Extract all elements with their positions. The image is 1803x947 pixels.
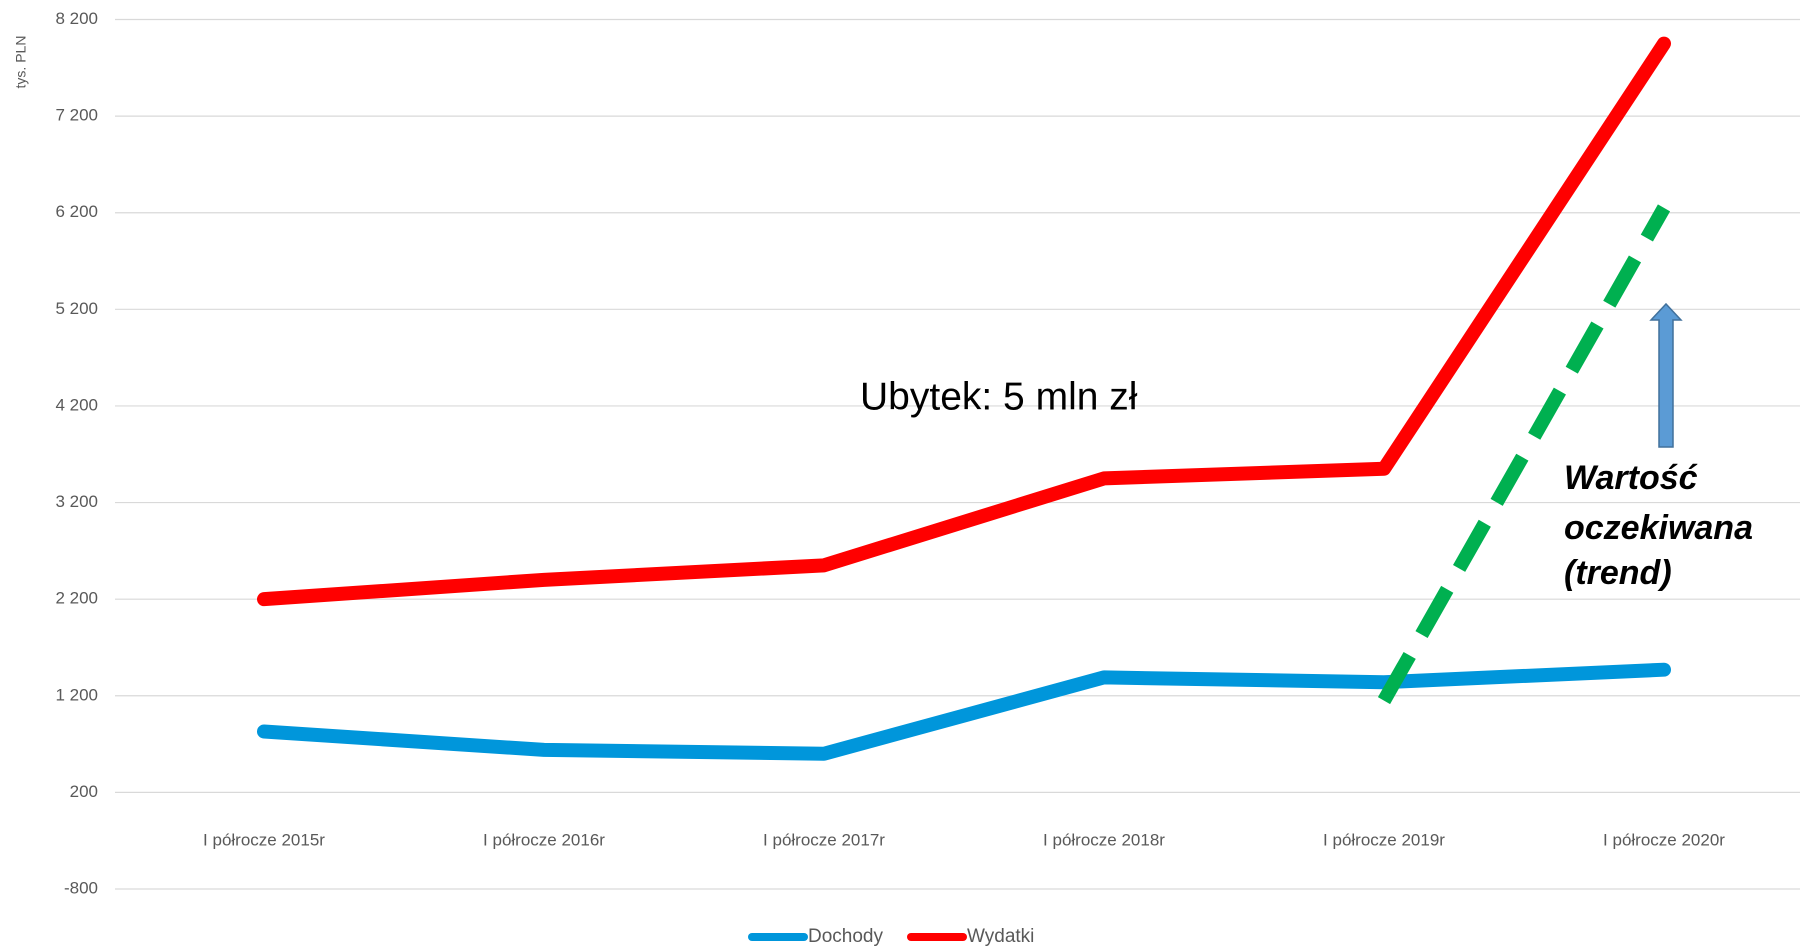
x-tick-label: I półrocze 2019r — [1323, 830, 1445, 849]
arrow — [1649, 302, 1683, 448]
trend-label-line: Wartość — [1564, 459, 1698, 497]
y-axis-label: tys. PLN — [13, 36, 29, 89]
line — [257, 36, 1671, 607]
legend: Dochody Wydatki — [748, 926, 1034, 947]
legend-label: Dochody — [808, 926, 883, 947]
plot: -800 200 1 200 2 200 3 200 4 200 5 200 6 200 7 2… — [55, 9, 1800, 897]
trend-label-line: (trend) — [1564, 554, 1672, 592]
legend-label: Wydatki — [967, 926, 1034, 947]
x-tick-label: I półrocze 2017r — [763, 830, 885, 849]
y-tick-label: -800 — [64, 878, 98, 897]
trend-label: Wartość oczekiwana (trend) — [1564, 459, 1753, 592]
y-tick-label: 200 — [70, 782, 98, 801]
x-tick-label: I półrocze 2015r — [203, 830, 325, 849]
x-tick-label: I półrocze 2018r — [1043, 830, 1165, 849]
y-tick-label: 2 200 — [55, 589, 98, 608]
y-tick-label: 3 200 — [55, 492, 98, 511]
y-tick-label: 7 200 — [55, 106, 98, 125]
y-tick-label: 5 200 — [55, 299, 98, 318]
x-tick-label: I półrocze 2016r — [483, 830, 605, 849]
y-tick-label: 8 200 — [55, 9, 98, 28]
trend-line — [1377, 204, 1671, 705]
trend-label-line: oczekiwana — [1564, 509, 1753, 547]
y-tick-label: 1 200 — [55, 685, 98, 704]
x-tick-label: I półrocze 2020r — [1603, 830, 1725, 849]
y-tick-label: 4 200 — [55, 395, 98, 414]
annotation: Ubytek: 5 mln zł — [860, 375, 1138, 418]
line — [257, 662, 1671, 761]
y-tick-label: 6 200 — [55, 202, 98, 221]
